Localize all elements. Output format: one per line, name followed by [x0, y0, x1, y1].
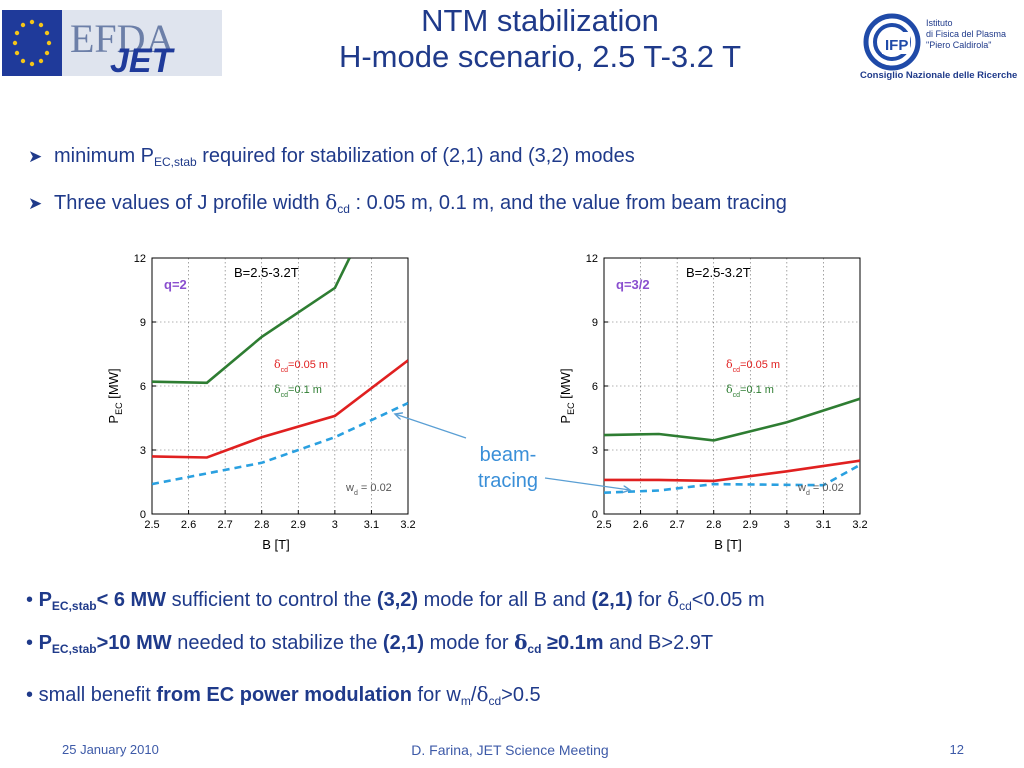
- x-tick-label: 3.2: [852, 519, 867, 531]
- field-label: B=2.5-3.2T: [686, 265, 751, 280]
- wd-annotation: wd = 0.02: [345, 482, 392, 497]
- jet-text: JET: [110, 42, 176, 76]
- x-axis-label: B [T]: [262, 537, 289, 552]
- ifp-line4: Consiglio Nazionale delle Ricerche: [860, 70, 1017, 81]
- ifp-line3: "Piero Caldirola": [926, 40, 991, 50]
- x-tick-label: 3.1: [364, 519, 379, 531]
- wd-annotation: wd = 0.02: [797, 482, 844, 497]
- series-line-0: [152, 258, 351, 385]
- x-tick-label: 2.8: [254, 519, 269, 531]
- x-tick-label: 2.9: [743, 519, 758, 531]
- series-line-1: [152, 359, 408, 459]
- ifp-line1: Istituto: [926, 18, 953, 28]
- ifp-text: IFP: [885, 37, 908, 54]
- x-tick-label: 2.7: [217, 519, 232, 531]
- x-tick-label: 2.6: [181, 519, 196, 531]
- legend-green: δcd=0.1 m: [274, 383, 322, 399]
- page-number: 12: [949, 742, 964, 757]
- legend-red: δcd=0.05 m: [274, 358, 328, 374]
- svg-text:PEC [MW]: PEC [MW]: [106, 368, 124, 423]
- footer-date: 25 January 2010: [62, 742, 159, 757]
- x-tick-label: 2.9: [291, 519, 306, 531]
- mode-label: q=2: [164, 277, 187, 292]
- x-tick-label: 3: [332, 519, 338, 531]
- y-tick-label: 3: [140, 445, 146, 457]
- y-tick-label: 3: [592, 445, 598, 457]
- svg-text:PEC [MW]: PEC [MW]: [558, 368, 576, 423]
- series-line-0: [604, 397, 860, 442]
- x-axis-label: B [T]: [714, 537, 741, 552]
- legend-green: δcd=0.1 m: [726, 383, 774, 399]
- y-tick-label: 6: [592, 381, 598, 393]
- series-line-2: [152, 401, 408, 486]
- y-tick-label: 0: [140, 509, 146, 521]
- beam-tracing-label: beam- tracing: [477, 444, 539, 492]
- legend-red: δcd=0.05 m: [726, 358, 780, 374]
- conclusion-bullet-2: • PEC,stab>10 MW needed to stabilize the…: [26, 630, 714, 656]
- bullet-arrow-icon: ➤: [28, 194, 43, 213]
- chart-q32: 2.5 2.6 2.7 2.8 2.9 3 3.1 3.2 0 3 6 9 12 B [T] PEC [MW…: [558, 253, 868, 552]
- footer-meeting: D. Farina, JET Science Meeting: [411, 742, 609, 758]
- field-label: B=2.5-3.2T: [234, 265, 299, 280]
- bullet-min-power: ➤ minimum PEC,stab required for stabiliza…: [28, 145, 635, 169]
- page-title-line2: H-mode scenario, 2.5 T-3.2 T: [338, 39, 742, 74]
- x-tick-label: 3.2: [400, 519, 415, 531]
- conclusion-bullet-3: • small benefit from EC power modulation…: [26, 682, 541, 708]
- x-tick-label: 2.8: [706, 519, 721, 531]
- y-tick-label: 6: [140, 381, 146, 393]
- y-tick-label: 12: [134, 253, 146, 265]
- ifp-cnr-logo: IFP Istituto di Fisica del Plasma "Piero…: [860, 13, 1017, 81]
- y-tick-label: 9: [140, 317, 146, 329]
- y-tick-label: 0: [592, 509, 598, 521]
- y-axis-label: PEC [MW]: [106, 368, 124, 423]
- efda-text: EFDA: [70, 16, 175, 61]
- x-tick-label: 2.5: [144, 519, 159, 531]
- x-tick-label: 3: [784, 519, 790, 531]
- bullet-profile-width: ➤ Three values of J profile width δcd : 0…: [28, 190, 787, 216]
- y-axis-label: PEC [MW]: [558, 368, 576, 423]
- series-line-2: [604, 463, 860, 494]
- bullet-arrow-icon: ➤: [28, 147, 43, 166]
- x-tick-label: 3.1: [816, 519, 831, 531]
- x-tick-label: 2.7: [669, 519, 684, 531]
- y-tick-label: 12: [586, 253, 598, 265]
- x-tick-label: 2.5: [596, 519, 611, 531]
- y-tick-label: 9: [592, 317, 598, 329]
- chart-q2: 2.5 2.6 2.7 2.8 2.9 3 3.1 3.2 0 3 6 9 12 B [T] PEC [MW…: [106, 253, 416, 552]
- x-tick-label: 2.6: [633, 519, 648, 531]
- page-title-line1: NTM stabilization: [421, 3, 659, 38]
- efda-jet-logo: EFDA JET: [2, 10, 222, 76]
- mode-label: q=3/2: [616, 277, 650, 292]
- ifp-line2: di Fisica del Plasma: [926, 29, 1006, 39]
- conclusion-bullet-1: • PEC,stab< 6 MW sufficient to control t…: [26, 587, 765, 613]
- series-line-1: [604, 459, 860, 483]
